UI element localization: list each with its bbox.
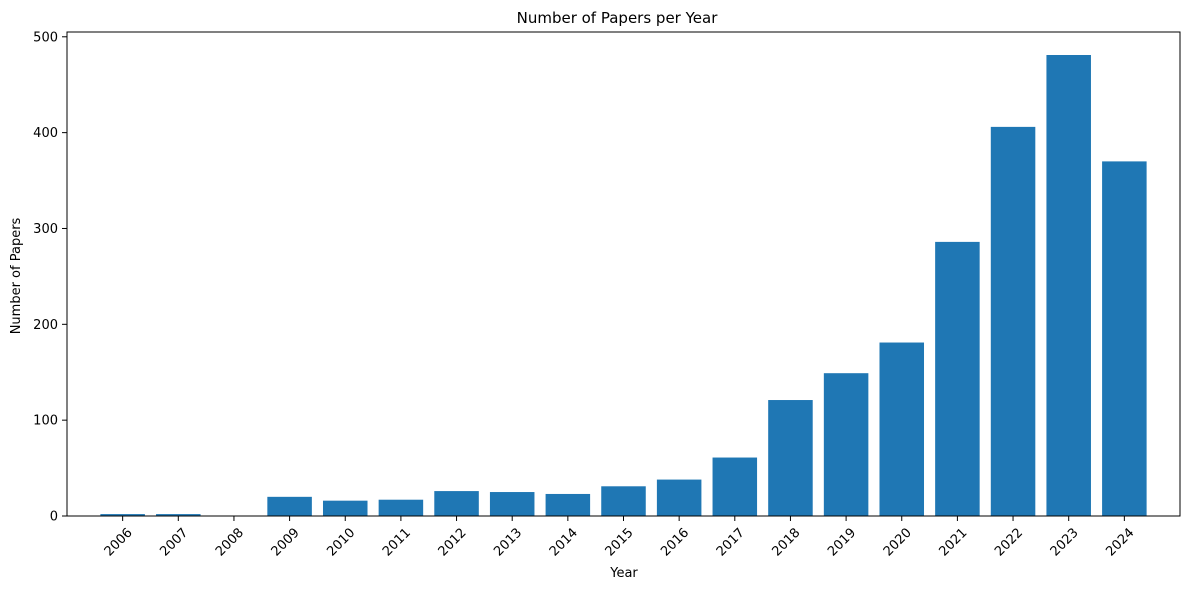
bar-2012 (434, 491, 479, 516)
y-tick-label: 400 (33, 126, 58, 141)
bar-2022 (990, 126, 1036, 516)
bar-2018 (768, 400, 813, 516)
bar-2020 (879, 342, 925, 516)
bar-2013 (489, 492, 535, 516)
x-tick-label: 2022 (992, 525, 1026, 559)
bar-2019 (823, 373, 869, 516)
x-tick-label: 2009 (269, 525, 303, 559)
y-tick-label: 200 (33, 318, 58, 333)
x-tick-label: 2011 (380, 525, 414, 559)
bar-2015 (601, 486, 646, 516)
x-tick-label: 2017 (714, 525, 748, 559)
x-axis-label: Year (609, 566, 638, 581)
bar-2023 (1046, 55, 1091, 516)
x-axis: 2006 2007 2008 2009 2010 2011 2012 2013 2014 2015… (102, 516, 1137, 559)
bar-2021 (935, 241, 980, 516)
bar-2007 (156, 514, 201, 516)
x-tick-label: 2008 (213, 525, 247, 559)
bar-2010 (322, 500, 368, 516)
x-tick-label: 2006 (102, 525, 136, 559)
x-tick-label: 2013 (491, 525, 525, 559)
bar-2011 (378, 499, 424, 516)
x-tick-label: 2012 (436, 525, 470, 559)
bar-2006 (100, 514, 145, 516)
x-tick-label: 2010 (324, 525, 358, 559)
x-tick-label: 2024 (1103, 525, 1137, 559)
x-tick-label: 2018 (769, 525, 803, 559)
x-tick-label: 2023 (1048, 525, 1082, 559)
bar-2024 (1102, 161, 1147, 516)
bar-2016 (656, 479, 702, 516)
x-tick-label: 2020 (881, 525, 915, 559)
bars-group (100, 55, 1147, 516)
bar-2014 (545, 493, 591, 516)
y-axis: 0 100 200 300 400 500 (33, 30, 67, 525)
x-tick-label: 2015 (603, 525, 637, 559)
bar-2009 (267, 496, 312, 516)
x-tick-label: 2021 (936, 525, 970, 559)
x-tick-label: 2014 (547, 525, 581, 559)
y-tick-label: 300 (33, 222, 58, 237)
y-tick-label: 100 (33, 414, 58, 429)
x-tick-label: 2019 (825, 525, 859, 559)
y-axis-label: Number of Papers (9, 217, 24, 334)
x-tick-label: 2016 (658, 525, 692, 559)
y-tick-label: 500 (33, 30, 58, 45)
plot-frame (66, 31, 1181, 517)
x-tick-label: 2007 (157, 525, 191, 559)
chart-title: Number of Papers per Year (517, 9, 719, 27)
y-tick-label: 0 (50, 510, 58, 525)
bar-2017 (712, 457, 758, 516)
